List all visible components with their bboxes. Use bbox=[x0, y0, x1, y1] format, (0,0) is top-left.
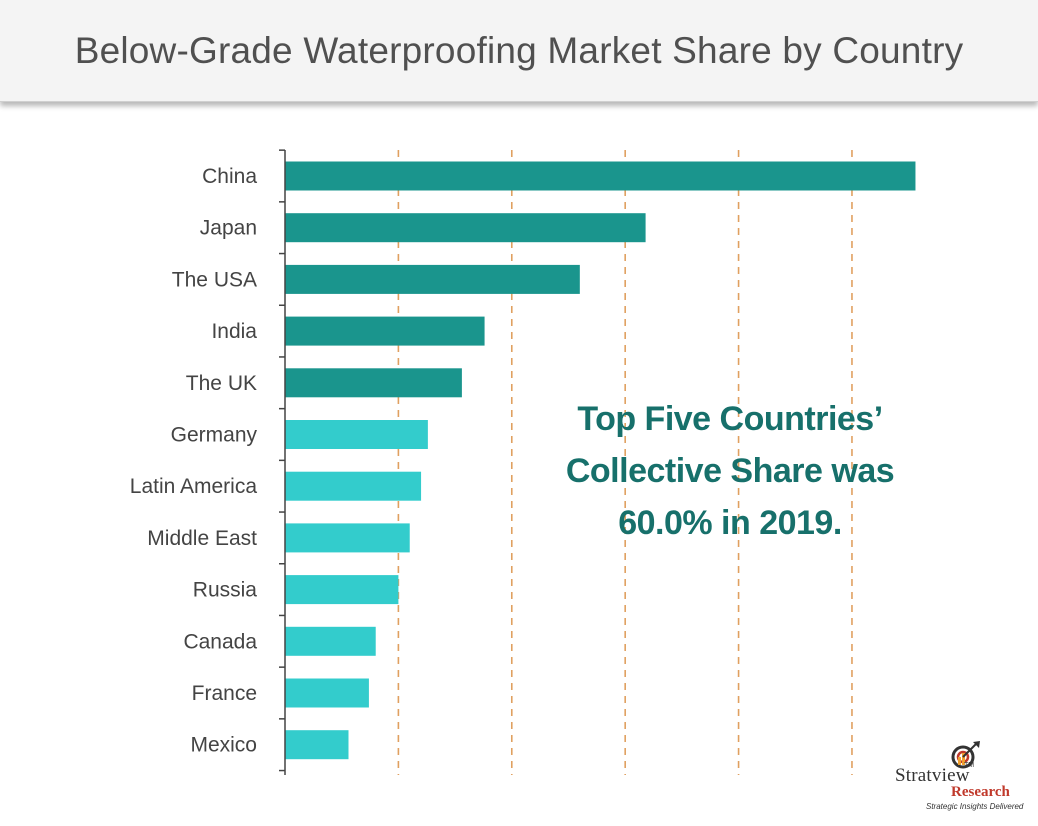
bar-india bbox=[285, 316, 485, 346]
gridlines bbox=[397, 150, 853, 775]
target-arrow-icon bbox=[951, 741, 980, 769]
bar-latin-america bbox=[285, 471, 422, 501]
bars bbox=[285, 161, 916, 760]
callout-line-1: Top Five Countries’ bbox=[577, 400, 883, 438]
label-china: China bbox=[202, 165, 257, 188]
label-the-usa: The USA bbox=[172, 268, 257, 291]
callout-line-2: Collective Share was bbox=[565, 452, 895, 490]
label-the-uk: The UK bbox=[186, 372, 257, 395]
label-canada: Canada bbox=[183, 630, 257, 653]
logo-subtitle: Research bbox=[951, 784, 1010, 800]
bar-china bbox=[285, 161, 916, 191]
y-axis-ticks bbox=[279, 149, 285, 772]
label-latin-america: Latin America bbox=[130, 475, 258, 498]
callout-line-3: 60.0% in 2019. bbox=[618, 504, 842, 542]
bar-middle-east bbox=[285, 523, 410, 553]
label-russia: Russia bbox=[193, 579, 258, 602]
bar-germany bbox=[285, 420, 428, 449]
logo-name: Stratview bbox=[895, 765, 970, 786]
label-middle-east: Middle East bbox=[147, 527, 257, 550]
label-mexico: Mexico bbox=[190, 734, 257, 757]
logo-trademark: TM bbox=[964, 762, 975, 769]
bar-mexico bbox=[285, 730, 349, 760]
callout-text: Top Five Countries’ Collective Share was… bbox=[540, 393, 920, 549]
label-india: India bbox=[211, 320, 257, 343]
bar-the-usa bbox=[285, 264, 580, 294]
label-france: France bbox=[192, 682, 257, 705]
bar-the-uk bbox=[285, 368, 462, 398]
bar-france bbox=[285, 678, 369, 708]
label-germany: Germany bbox=[171, 424, 258, 447]
bar-japan bbox=[285, 213, 646, 243]
bar-russia bbox=[285, 575, 399, 605]
bar-canada bbox=[285, 626, 376, 656]
stratview-logo: Stratview TM Research Strategic Insights… bbox=[893, 740, 1033, 816]
header: Below-Grade Waterproofing Market Share b… bbox=[0, 0, 1038, 102]
logo-tagline: Strategic Insights Delivered bbox=[926, 802, 1024, 811]
label-japan: Japan bbox=[200, 217, 257, 240]
category-labels: China Japan The USA India The UK Germany Latin… bbox=[130, 165, 258, 757]
page-title: Below-Grade Waterproofing Market Share b… bbox=[74, 30, 964, 71]
